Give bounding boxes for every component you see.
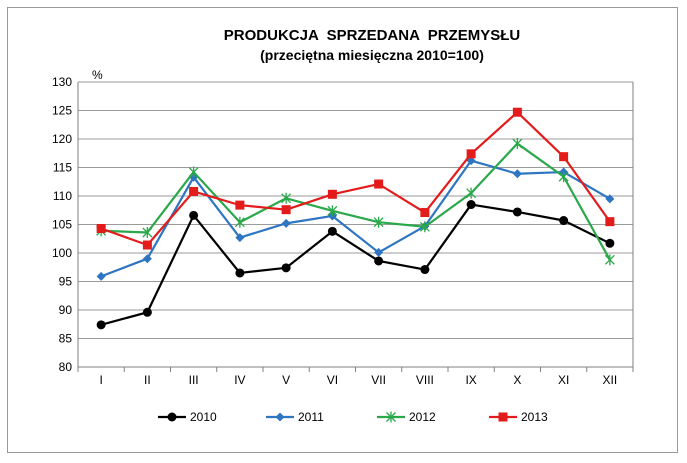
legend-item-2012: 2012 — [377, 410, 436, 424]
data-point-2011 — [142, 254, 152, 264]
y-tick-label: 120 — [52, 132, 72, 146]
data-point-2013 — [420, 208, 430, 218]
legend-label: 2013 — [521, 410, 548, 424]
legend-marker-2010 — [167, 412, 177, 422]
legend-label: 2010 — [190, 410, 217, 424]
series-2010 — [96, 200, 615, 330]
data-point-2013 — [605, 217, 615, 227]
data-point-2010 — [466, 200, 476, 210]
data-point-2010 — [512, 207, 522, 217]
x-tick-label: IV — [234, 373, 245, 387]
x-tick-label: XII — [603, 373, 618, 387]
y-tick-label: 105 — [52, 218, 72, 232]
data-point-2012 — [558, 171, 569, 183]
legend-label: 2012 — [409, 410, 436, 424]
series-2011 — [96, 156, 615, 281]
y-tick-label: 130 — [52, 75, 72, 89]
series-2013 — [96, 107, 615, 250]
series-line-2010 — [100, 203, 611, 326]
chart-title: PRODUKCJA SPRZEDANA PRZEMYSŁU — [224, 27, 520, 44]
legend-marker-2013 — [498, 412, 508, 422]
data-point-2013 — [559, 152, 569, 162]
data-point-2011 — [235, 233, 245, 243]
data-point-2011 — [512, 169, 522, 179]
y-tick-label: 125 — [52, 104, 72, 118]
y-tick-label: 110 — [53, 189, 72, 203]
data-point-2011 — [96, 271, 106, 281]
series-line-2012 — [101, 142, 611, 261]
legend-label: 2011 — [298, 410, 324, 424]
y-tick-label: 95 — [59, 275, 73, 289]
chart-frame — [7, 7, 678, 453]
x-tick-label: III — [189, 373, 199, 387]
data-point-2010 — [605, 238, 615, 248]
y-axis-ticks: 80 85 90 95 100 105 110 115 120 125 130 — [52, 75, 72, 374]
series-line-2011 — [100, 159, 611, 278]
data-point-2010 — [281, 263, 291, 273]
data-point-2013 — [374, 179, 384, 189]
data-point-2012 — [327, 205, 338, 217]
y-tick-label: 100 — [52, 246, 72, 260]
chart-subtitle: (przeciętna miesięczna 2010=100) — [260, 47, 484, 63]
x-tick-label: X — [513, 373, 521, 387]
data-point-2011 — [374, 247, 384, 257]
data-point-2013 — [512, 107, 522, 117]
x-tick-label: XI — [558, 373, 569, 387]
series-2012 — [96, 138, 615, 266]
legend-marker-2012 — [386, 411, 396, 423]
y-tick-label: 85 — [59, 332, 73, 346]
legend-marker-2011 — [275, 412, 285, 422]
x-tick-label: V — [282, 373, 290, 387]
data-point-2010 — [559, 216, 569, 226]
data-point-2010 — [374, 256, 384, 266]
series-group — [96, 107, 615, 330]
data-point-2010 — [235, 268, 245, 278]
legend-item-2011: 2011 — [266, 410, 324, 424]
data-point-2012 — [466, 187, 477, 199]
x-tick-label: VI — [327, 373, 338, 387]
data-point-2012 — [373, 216, 384, 228]
x-tick-label: II — [144, 373, 151, 387]
legend-item-2013: 2013 — [489, 410, 548, 424]
data-point-2012 — [188, 166, 199, 178]
x-tick-label: VIII — [416, 373, 434, 387]
data-point-2012 — [281, 192, 292, 204]
y-tick-label: 90 — [59, 303, 73, 317]
y-tick-label: 80 — [59, 360, 73, 374]
data-point-2011 — [605, 194, 615, 204]
data-point-2012 — [234, 216, 245, 228]
legend-item-2010: 2010 — [158, 410, 217, 424]
x-tick-label: VII — [371, 373, 386, 387]
x-axis-ticks: I II III IV V VI VII VIII IX X XI XII — [77, 367, 634, 387]
data-point-2012 — [419, 221, 430, 233]
data-point-2013 — [142, 240, 152, 250]
x-tick-label: IX — [465, 373, 476, 387]
data-point-2013 — [96, 223, 106, 233]
data-point-2013 — [281, 205, 291, 215]
data-point-2010 — [142, 307, 152, 317]
data-point-2013 — [189, 186, 199, 196]
data-point-2012 — [142, 226, 153, 238]
data-point-2013 — [327, 189, 337, 199]
series-line-2013 — [100, 111, 611, 247]
y-axis-unit-label: % — [92, 68, 103, 82]
data-point-2010 — [327, 226, 337, 236]
x-tick-label: I — [99, 373, 102, 387]
data-point-2011 — [281, 218, 291, 228]
data-point-2012 — [512, 138, 523, 150]
gridlines — [77, 81, 634, 368]
data-point-2013 — [235, 200, 245, 210]
data-point-2012 — [604, 254, 615, 266]
data-point-2010 — [96, 320, 106, 330]
data-point-2010 — [189, 210, 199, 220]
legend: 2010 2011 2012 2013 — [158, 410, 548, 424]
data-point-2010 — [420, 265, 430, 275]
data-point-2013 — [466, 149, 476, 159]
y-tick-label: 115 — [53, 161, 72, 175]
